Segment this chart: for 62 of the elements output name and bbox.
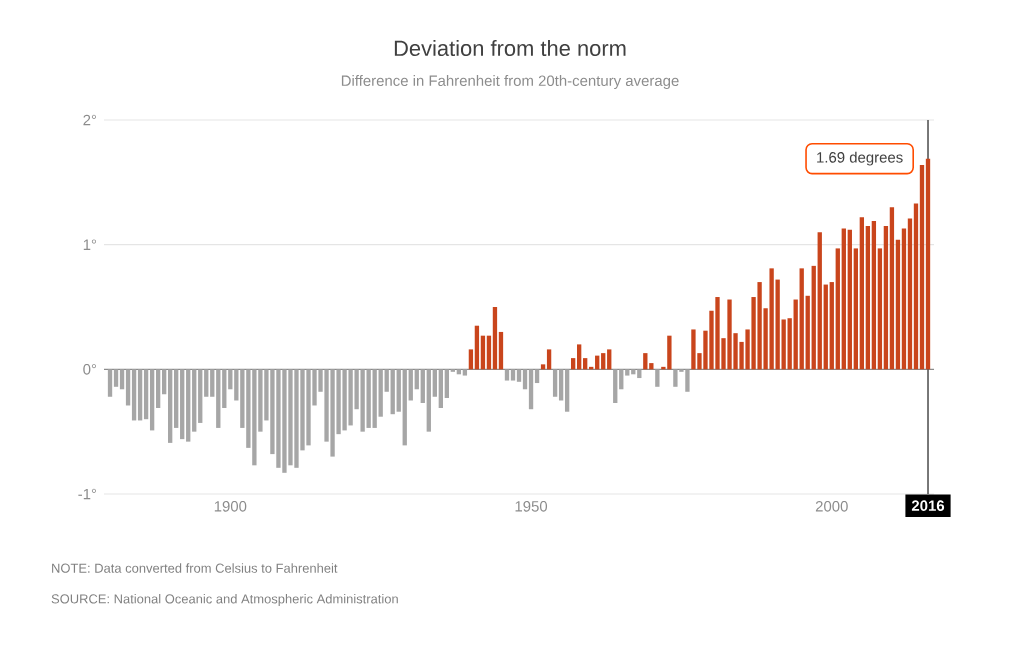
bar	[390, 369, 395, 415]
bar	[330, 369, 335, 457]
bar	[516, 369, 522, 382]
bar	[552, 369, 558, 397]
bar	[137, 369, 143, 421]
bar	[504, 369, 510, 381]
bar	[673, 369, 678, 387]
bar	[817, 232, 822, 370]
bar	[841, 228, 846, 370]
bar	[631, 369, 636, 375]
bar	[438, 369, 443, 408]
bar	[769, 268, 774, 370]
bar	[492, 307, 498, 370]
bar	[252, 369, 257, 466]
bar	[546, 349, 552, 370]
chart-title: Deviation from the norm	[394, 39, 626, 57]
bar	[276, 369, 281, 468]
bar	[288, 369, 293, 466]
bar	[107, 369, 113, 397]
bar	[360, 369, 365, 432]
bar	[607, 349, 612, 370]
bar	[925, 158, 931, 370]
bar	[282, 369, 287, 473]
bar	[637, 369, 642, 379]
bar	[474, 325, 480, 370]
bar	[889, 207, 895, 370]
bar	[342, 369, 347, 431]
bar	[757, 282, 762, 370]
bar	[528, 369, 534, 410]
bar	[871, 220, 877, 370]
bar	[715, 297, 720, 370]
bar	[847, 229, 852, 370]
bar	[685, 369, 690, 392]
bar	[613, 369, 618, 403]
bar	[643, 353, 648, 370]
bar	[168, 369, 173, 443]
bar	[601, 353, 606, 370]
bar	[131, 369, 137, 421]
bar	[691, 329, 696, 370]
bar	[510, 369, 516, 381]
bar	[180, 369, 185, 440]
bar	[462, 369, 468, 376]
bar	[919, 164, 925, 370]
bar	[426, 369, 431, 432]
bar	[402, 369, 407, 446]
bar	[865, 225, 871, 370]
bar	[564, 369, 570, 412]
bar	[667, 335, 672, 370]
bar	[859, 217, 865, 370]
bar	[149, 369, 155, 431]
bar	[372, 369, 377, 428]
bar	[366, 369, 371, 428]
bar	[456, 369, 462, 375]
bar	[294, 369, 299, 468]
bar	[576, 344, 582, 370]
bar	[216, 369, 221, 428]
bar	[655, 369, 660, 387]
bar	[727, 299, 732, 370]
bar	[348, 369, 353, 426]
bar	[306, 369, 311, 446]
bar	[799, 268, 804, 370]
bar	[186, 369, 191, 442]
